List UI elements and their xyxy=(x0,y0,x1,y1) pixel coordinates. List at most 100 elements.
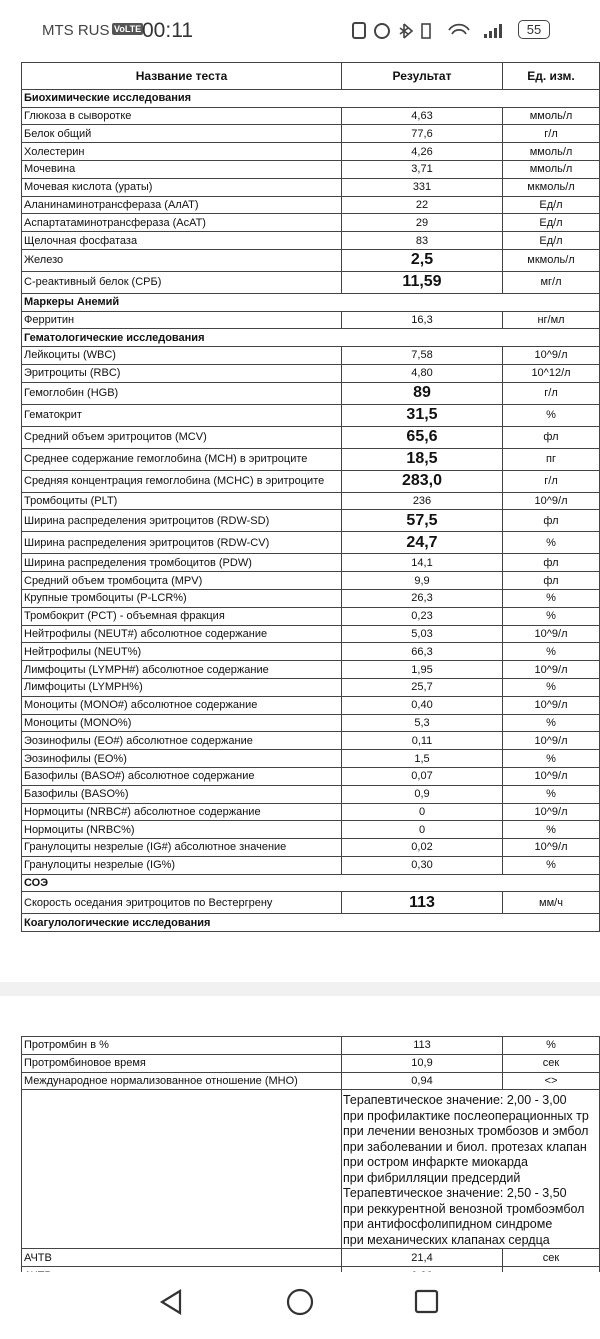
test-name: Лейкоциты (WBC) xyxy=(21,345,342,365)
test-result: 3,71 xyxy=(341,159,503,179)
section-row: СОЭ xyxy=(21,873,600,893)
result-row: Средний объем тромбоцита (MPV) 9,9 фл xyxy=(21,571,600,590)
test-unit: сек xyxy=(502,1053,600,1073)
note-line: при лечении венозных тромбозов и эмбол xyxy=(343,1124,589,1139)
status-bar: MTS RUS VoLTE 00:11 55 xyxy=(0,0,600,60)
test-result: 77,6 xyxy=(341,124,503,144)
test-name: Эритроциты (RBC) xyxy=(21,363,342,383)
test-result: 331 xyxy=(341,177,503,197)
test-name: Средний объем эритроцитов (MCV) xyxy=(21,425,342,449)
result-row: Ширина распределения эритроцитов (RDW-CV… xyxy=(21,531,600,555)
results-table: Название теста Результат Ед. изм. Биохим… xyxy=(21,62,600,932)
header-cell: Название теста xyxy=(21,62,342,90)
test-result: 113 xyxy=(341,891,503,915)
home-button[interactable] xyxy=(286,1288,314,1316)
result-row: Средняя концентрация гемоглобина (MCHC) … xyxy=(21,469,600,493)
result-row: Скорость оседания эритроцитов по Вестерг… xyxy=(21,891,600,915)
test-unit: Ед/л xyxy=(502,231,600,250)
result-row: Эозинофилы (EO#) абсолютное содержание 0,… xyxy=(21,731,600,751)
test-result: 89 xyxy=(341,381,503,405)
test-name: Протромбин в % xyxy=(21,1036,342,1055)
test-name: Базофилы (BASO%) xyxy=(21,784,342,804)
result-row: Гемоглобин (HGB) 89 г/л xyxy=(21,381,600,405)
test-name: Белок общий xyxy=(21,124,342,144)
result-row: Мочевая кислота (ураты) 331 мкмоль/л xyxy=(21,177,600,197)
test-unit: 10^9/л xyxy=(502,766,600,786)
result-row: Глюкоза в сыворотке 4,63 ммоль/л xyxy=(21,106,600,126)
test-unit: пг xyxy=(502,447,600,471)
test-result: 0,23 xyxy=(341,606,503,626)
test-unit: мм/ч xyxy=(502,891,600,915)
result-row: Белок общий 77,6 г/л xyxy=(21,124,600,144)
result-row: Щелочная фосфатаза 83 Ед/л xyxy=(21,231,600,250)
result-row: Гранулоциты незрелые (IG%) 0,30% xyxy=(21,855,600,875)
test-result: 9,9 xyxy=(341,571,503,590)
recents-button[interactable] xyxy=(414,1289,439,1314)
test-unit: фл xyxy=(502,425,600,449)
test-unit: Ед/л xyxy=(502,195,600,215)
test-unit: г/л xyxy=(502,469,600,493)
test-name: АЧТВ xyxy=(21,1248,342,1268)
test-unit: 10^9/л xyxy=(502,660,600,679)
test-result: 0,11 xyxy=(341,731,503,751)
test-name: Ширина распределения тромбоцитов (PDW) xyxy=(21,553,342,573)
test-unit: 10^12/л xyxy=(502,363,600,383)
result-row: Эритроциты (RBC) 4,80 10^12/л xyxy=(21,363,600,383)
test-result: 0 xyxy=(341,802,503,822)
result-row: Базофилы (BASO#) абсолютное содержание 0,… xyxy=(21,766,600,786)
test-result: 5,3 xyxy=(341,713,503,733)
test-name: Мочевина xyxy=(21,159,342,179)
result-row: Среднее содержание гемоглобина (MCH) в э… xyxy=(21,447,600,471)
test-unit: фл xyxy=(502,553,600,573)
section-row: Маркеры Анемий xyxy=(21,292,600,312)
test-unit: % xyxy=(502,855,600,875)
result-row: Нейтрофилы (NEUT#) абсолютное содержание… xyxy=(21,624,600,644)
note-line: при реккурентной венозной тромбоэмбол xyxy=(343,1201,585,1216)
test-result: 14,1 xyxy=(341,553,503,573)
test-unit: фл xyxy=(502,571,600,590)
result-row: АЧТВ индекс0,90<> xyxy=(21,1266,600,1272)
test-result: 0,9 xyxy=(341,784,503,804)
test-name: Железо xyxy=(21,248,342,272)
result-row: Моноциты (MONO%) 5,3% xyxy=(21,713,600,733)
test-name: Гранулоциты незрелые (IG#) абсолютное зн… xyxy=(21,838,342,857)
section-row: Гематологические исследования xyxy=(21,328,600,347)
test-unit: ммоль/л xyxy=(502,159,600,179)
test-result: 24,7 xyxy=(341,531,503,555)
test-result: 4,26 xyxy=(341,142,503,161)
test-name: Нейтрофилы (NEUT%) xyxy=(21,642,342,662)
test-name: Щелочная фосфатаза xyxy=(21,231,342,250)
test-name: Моноциты (MONO#) абсолютное содержание xyxy=(21,695,342,715)
test-result: 4,80 xyxy=(341,363,503,383)
test-result: 0 xyxy=(341,820,503,840)
test-name: Тромбокрит (PCT) - объемная фракция xyxy=(21,606,342,626)
test-unit: мг/л xyxy=(502,270,600,294)
test-unit: 10^9/л xyxy=(502,802,600,822)
result-row: Железо 2,5 мкмоль/л xyxy=(21,248,600,272)
test-unit: мкмоль/л xyxy=(502,177,600,197)
back-button[interactable] xyxy=(159,1289,182,1315)
result-row: Мочевина 3,71 ммоль/л xyxy=(21,159,600,179)
test-unit: 10^9/л xyxy=(502,345,600,365)
navigation-bar xyxy=(0,1272,600,1334)
test-unit: % xyxy=(502,588,600,608)
result-row: Аланинаминотрансфераза (АлАТ) 22 Ед/л xyxy=(21,195,600,215)
test-result: 11,59 xyxy=(341,270,503,294)
test-result: 21,4 xyxy=(341,1248,503,1268)
test-result: 2,5 xyxy=(341,248,503,272)
test-name: Гранулоциты незрелые (IG%) xyxy=(21,855,342,875)
result-row: Протромбиновое время 10,9 сек xyxy=(21,1053,600,1073)
header-cell: Ед. изм. xyxy=(502,62,600,90)
note-line: при заболевании и биол. протезах клапан xyxy=(343,1139,587,1154)
test-name: Средняя концентрация гемоглобина (MCHC) … xyxy=(21,469,342,493)
test-unit: 10^9/л xyxy=(502,695,600,715)
test-result: 65,6 xyxy=(341,425,503,449)
test-result: 1,5 xyxy=(341,749,503,768)
test-name: Скорость оседания эритроцитов по Вестерг… xyxy=(21,891,342,915)
test-result: 1,95 xyxy=(341,660,503,679)
result-row: Гранулоциты незрелые (IG#) абсолютное зн… xyxy=(21,838,600,857)
test-name: Мочевая кислота (ураты) xyxy=(21,177,342,197)
test-name: Глюкоза в сыворотке xyxy=(21,106,342,126)
test-name: Международное нормализованное отношение … xyxy=(21,1071,342,1091)
results-page: Протромбин в % 113% Протромбиновое время 10… xyxy=(21,1036,600,1272)
